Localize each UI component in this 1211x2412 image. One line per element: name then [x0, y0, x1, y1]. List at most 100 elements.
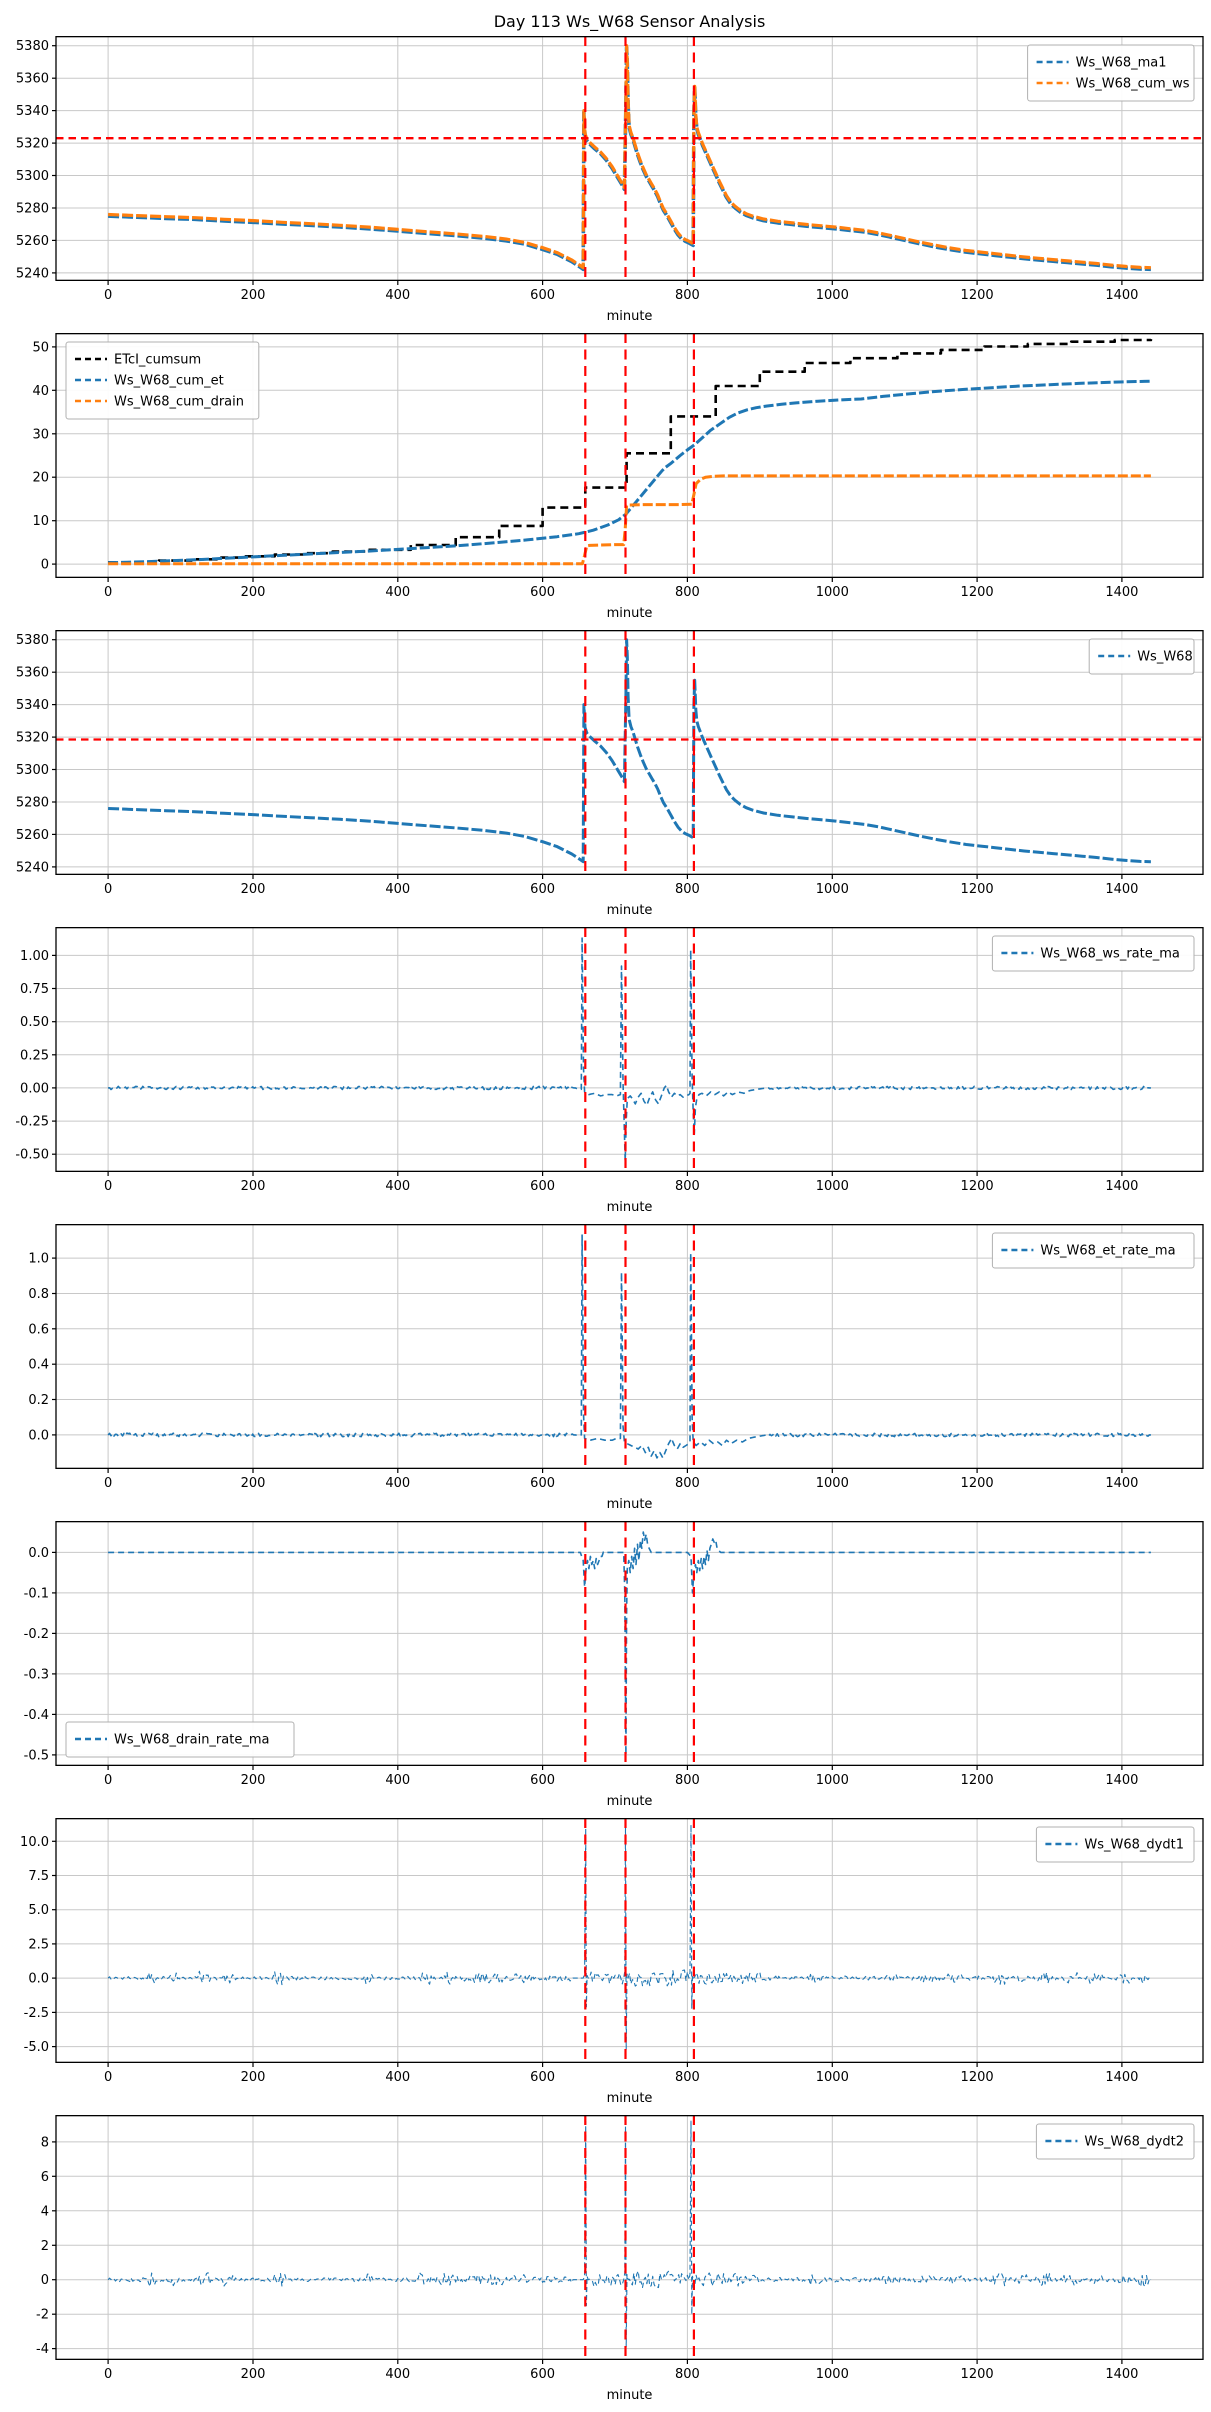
y-tick-label: 2.5 [28, 1937, 49, 1952]
legend-label: Ws_W68 [1137, 650, 1193, 665]
y-tick-label: 6 [41, 2170, 49, 2185]
x-tick-label: 200 [241, 288, 266, 303]
subplot-ws-rate-ma: 0 200 400 600 800 1000 1200 1400 -0.50 -0.25 0.00 0… [0, 927, 1211, 1224]
y-tick-label: 5240 [16, 266, 49, 281]
axes-spines [55, 36, 1204, 281]
legend-label: Ws_W68_drain_rate_ma [114, 1733, 269, 1748]
legend-box [1035, 1826, 1195, 1863]
y-tick-label: 5260 [16, 828, 49, 843]
legend-label: Ws_W68_ws_rate_ma [1040, 947, 1179, 962]
axes-spines [55, 927, 1204, 1172]
x-tick-label: 800 [675, 1179, 700, 1194]
y-tick-label: 0.75 [20, 982, 49, 997]
series-Ws_W68 [108, 638, 1151, 864]
subplot-et-rate-ma-canvas: 0 200 400 600 800 1000 1200 1400 0.0 0.2 0.4 0.6 0.8… [28, 1224, 1204, 1512]
figure-title: Day 113 Ws_W68 Sensor Analysis [493, 12, 766, 31]
y-tick-label: -0.5 [24, 1748, 49, 1763]
subplot-cumulative-et-drain-canvas: 0 200 400 600 800 1000 1200 1400 0 10 20 30 40 50 minu… [32, 333, 1204, 621]
x-tick-label: 800 [675, 1476, 700, 1491]
x-tick-label: 600 [530, 882, 555, 897]
y-tick-label: 5.0 [28, 1903, 49, 1918]
axes-spines [55, 1224, 1204, 1469]
x-tick-label: 1200 [961, 2070, 994, 2085]
subplot-dydt1: 0 200 400 600 800 1000 1200 1400 -5.0 -2.5 0.0 2.5 5… [0, 1818, 1211, 2115]
y-tick-label: 0.8 [28, 1287, 49, 1302]
x-tick-label: 1200 [961, 1476, 994, 1491]
x-axis-label: minute [607, 2091, 653, 2106]
y-tick-label: 5280 [16, 202, 49, 217]
x-tick-label: 400 [385, 1773, 410, 1788]
y-tick-label: 0.0 [28, 1428, 49, 1443]
x-tick-label: 0 [104, 2070, 112, 2085]
x-tick-label: 600 [530, 1476, 555, 1491]
subplot-ws-rate-ma-canvas: 0 200 400 600 800 1000 1200 1400 -0.50 -0.25 0.00 0… [15, 927, 1204, 1215]
subplot-drain-rate-ma-canvas: 0 200 400 600 800 1000 1200 1400 0.0 -0.1 -0.2 -0.3… [24, 1521, 1204, 1809]
y-tick-label: 0.00 [20, 1081, 49, 1096]
subplot-dydt1-canvas: 0 200 400 600 800 1000 1200 1400 -5.0 -2.5 0.0 2.5 5… [20, 1818, 1204, 2106]
x-tick-label: 400 [385, 288, 410, 303]
axes-spines [55, 2115, 1204, 2360]
y-tick-label: 5320 [16, 731, 49, 746]
y-tick-label: -0.25 [15, 1115, 49, 1130]
y-tick-label: 1.0 [28, 1252, 49, 1267]
x-axis-label: minute [607, 1200, 653, 1215]
x-tick-label: 800 [675, 1773, 700, 1788]
x-tick-label: 800 [675, 2070, 700, 2085]
axes-spines [55, 630, 1204, 875]
series-Ws_W68_drain_rate_ma [108, 1531, 1151, 1756]
x-tick-label: 1000 [816, 1476, 849, 1491]
x-tick-label: 600 [530, 1773, 555, 1788]
x-tick-label: 800 [675, 288, 700, 303]
legend-label: Ws_W68_cum_drain [114, 395, 244, 410]
x-tick-label: 1400 [1105, 2070, 1138, 2085]
x-tick-label: 1400 [1105, 288, 1138, 303]
y-tick-label: 0.0 [28, 1546, 49, 1561]
x-tick-label: 1000 [816, 882, 849, 897]
x-tick-label: 0 [104, 1476, 112, 1491]
y-tick-label: -2 [36, 2308, 49, 2323]
x-tick-label: 0 [104, 585, 112, 600]
legend-label: Ws_W68_cum_et [114, 374, 224, 389]
x-tick-label: 1400 [1105, 2367, 1138, 2382]
x-tick-label: 200 [241, 1773, 266, 1788]
y-tick-label: 5320 [16, 137, 49, 152]
x-axis-label: minute [607, 903, 653, 918]
x-tick-label: 1400 [1105, 1476, 1138, 1491]
x-tick-label: 1200 [961, 288, 994, 303]
y-tick-label: 5380 [16, 633, 49, 648]
y-tick-label: -0.1 [24, 1586, 49, 1601]
x-axis-label: minute [607, 2388, 653, 2403]
axes-spines [55, 1521, 1204, 1766]
x-tick-label: 1200 [961, 882, 994, 897]
x-tick-label: 1200 [961, 1773, 994, 1788]
x-tick-label: 200 [241, 2070, 266, 2085]
x-tick-label: 600 [530, 585, 555, 600]
y-tick-label: 5280 [16, 796, 49, 811]
y-tick-label: 5380 [16, 39, 49, 54]
series-Ws_W68_ma1 [108, 45, 1151, 272]
x-tick-label: 600 [530, 2070, 555, 2085]
x-tick-label: 600 [530, 2367, 555, 2382]
y-tick-label: 4 [41, 2204, 49, 2219]
x-tick-label: 1400 [1105, 1773, 1138, 1788]
x-axis-label: minute [607, 1794, 653, 1809]
series-Ws_W68_dydt1 [107, 1824, 1152, 2050]
y-tick-label: 5360 [16, 72, 49, 87]
legend-label: Ws_W68_dydt1 [1084, 1838, 1184, 1853]
legend-label: Ws_W68_dydt2 [1084, 2135, 1184, 2150]
y-tick-label: -2.5 [24, 2006, 49, 2021]
subplot-dydt2: 0 200 400 600 800 1000 1200 1400 -4 -2 0 2 4 6 8 minute… [0, 2115, 1211, 2412]
y-tick-label: 5300 [16, 763, 49, 778]
x-tick-label: 1400 [1105, 1179, 1138, 1194]
y-tick-label: 0.50 [20, 1015, 49, 1030]
y-tick-label: 8 [41, 2135, 49, 2150]
x-tick-label: 1000 [816, 1773, 849, 1788]
legend-box [65, 341, 260, 420]
y-tick-label: 0.2 [28, 1393, 49, 1408]
subplot-ws-w68: 0 200 400 600 800 1000 1200 1400 5240 5260 5280 530… [0, 630, 1211, 927]
y-tick-label: 5240 [16, 860, 49, 875]
x-tick-label: 1000 [816, 2070, 849, 2085]
series-Ws_W68_ws_rate_ma [108, 937, 1151, 1162]
x-tick-label: 1000 [816, 1179, 849, 1194]
y-tick-label: 0.25 [20, 1048, 49, 1063]
